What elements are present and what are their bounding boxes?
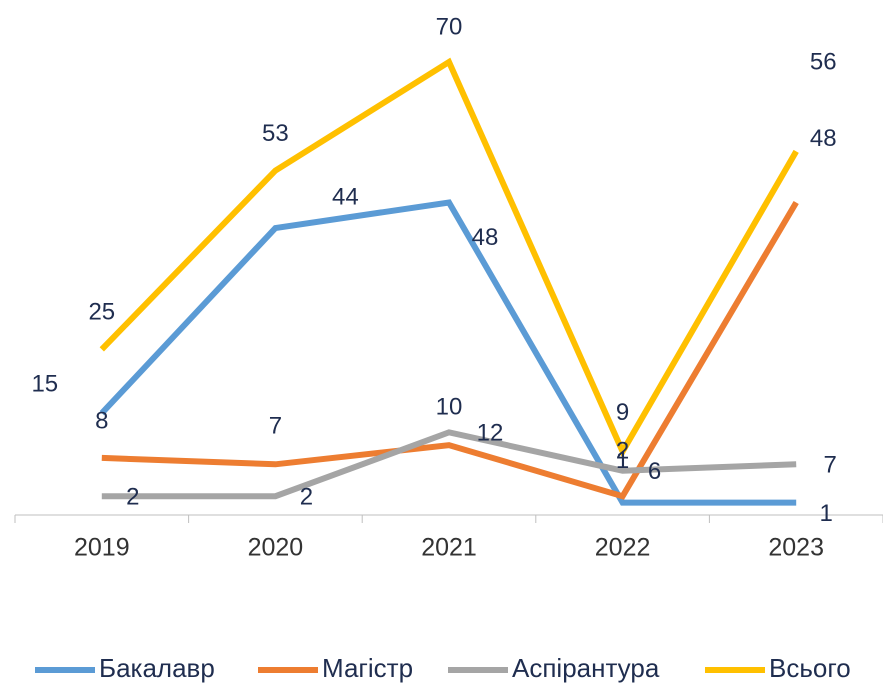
data-label: 6 <box>648 458 661 485</box>
legend-label: Всього <box>769 653 851 683</box>
data-label: 15 <box>31 371 58 398</box>
data-label: 2 <box>616 438 629 465</box>
data-label: 7 <box>269 413 282 440</box>
legend-label: Магістр <box>322 653 413 683</box>
data-label: 7 <box>824 452 837 479</box>
data-label: 44 <box>332 183 359 210</box>
data-label: 70 <box>436 13 463 40</box>
x-tick-label: 2020 <box>248 534 304 562</box>
x-tick-label: 2022 <box>595 534 651 562</box>
data-label: 2 <box>126 484 139 511</box>
data-label: 25 <box>88 299 115 326</box>
legend-label: Бакалавр <box>99 653 215 683</box>
data-label: 1 <box>820 500 833 527</box>
data-label: 56 <box>810 49 837 76</box>
data-label: 10 <box>436 393 463 420</box>
x-tick-label: 2021 <box>421 534 477 562</box>
x-tick-label: 2019 <box>74 534 130 562</box>
x-tick-label: 2023 <box>768 534 824 562</box>
line-series <box>99 199 797 506</box>
data-label: 48 <box>472 224 499 251</box>
data-label: 48 <box>810 125 837 152</box>
data-label: 1 <box>616 447 629 474</box>
data-label: 53 <box>262 120 289 147</box>
line-series <box>99 57 799 459</box>
data-label: 12 <box>477 420 504 447</box>
line-series <box>101 200 799 500</box>
data-label: 2 <box>300 484 313 511</box>
data-label: 8 <box>95 407 108 434</box>
legend-label: Аспірантура <box>512 653 660 683</box>
line-series <box>101 429 797 500</box>
data-label: 9 <box>616 399 629 426</box>
